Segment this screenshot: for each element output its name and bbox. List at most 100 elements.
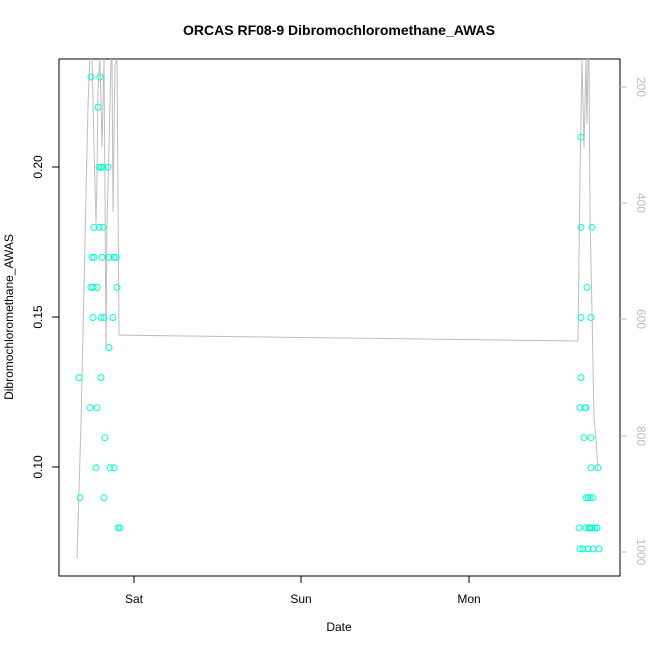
line-segment	[586, 59, 589, 124]
data-point	[116, 524, 124, 532]
data-point	[109, 314, 117, 321]
data-point	[99, 223, 107, 231]
line-segment	[93, 147, 97, 224]
data-point	[76, 494, 84, 502]
data-point	[584, 545, 592, 553]
data-point	[577, 133, 585, 141]
x-tick-label-sun: Sun	[290, 592, 311, 606]
y2-axis: 200 400 600 800 1000	[620, 77, 648, 566]
data-point	[93, 283, 101, 291]
line-segment	[106, 147, 110, 224]
y2-tick-label-200: 200	[634, 77, 648, 97]
data-point	[100, 494, 108, 502]
y2-tick-label-800: 800	[634, 426, 648, 446]
data-point	[582, 494, 590, 502]
data-point	[587, 464, 595, 472]
data-point	[88, 253, 96, 261]
plot-frame	[58, 58, 621, 577]
line-segment	[588, 59, 591, 218]
data-point	[587, 434, 595, 442]
data-point	[593, 524, 601, 532]
line-segment	[595, 440, 599, 471]
data-point	[580, 434, 588, 442]
y-tick-label-0-20: 0.20	[31, 155, 45, 179]
data-point	[94, 103, 102, 111]
data-point	[577, 223, 585, 231]
data-point	[105, 253, 113, 261]
line-segment	[80, 288, 85, 424]
data-point	[110, 464, 118, 472]
data-point	[95, 223, 103, 231]
data-point	[576, 545, 584, 553]
data-point	[587, 314, 595, 321]
line-segment	[83, 194, 87, 289]
line-segment	[116, 59, 120, 336]
data-point	[98, 253, 106, 261]
data-point	[97, 314, 105, 321]
data-point	[582, 404, 590, 412]
data-point	[589, 494, 597, 502]
data-point	[575, 524, 583, 532]
y-tick-label-0-10: 0.10	[31, 455, 45, 479]
y2-tick-label-600: 600	[634, 309, 648, 329]
data-point	[114, 524, 122, 532]
line-segment	[591, 311, 595, 418]
data-point	[591, 524, 599, 532]
y2-tick-label-1000: 1000	[634, 539, 648, 566]
line-segment	[112, 135, 115, 212]
data-point	[584, 494, 592, 502]
data-point-series	[75, 73, 603, 553]
line-segment	[589, 217, 593, 312]
data-point	[594, 464, 602, 472]
data-point	[579, 545, 587, 553]
x-axis-label: Date	[326, 620, 352, 634]
data-point	[87, 73, 95, 81]
line-segment	[579, 59, 583, 177]
data-point	[112, 253, 120, 261]
data-point	[97, 163, 105, 171]
x-tick-label-sat: Sat	[125, 592, 144, 606]
data-point	[583, 283, 591, 291]
line-segment	[108, 59, 112, 148]
data-point	[90, 253, 98, 261]
x-tick-label-mon: Mon	[457, 592, 480, 606]
data-point	[99, 163, 107, 171]
x-axis: Sat Sun Mon Date	[125, 576, 481, 634]
line-segment	[103, 59, 106, 195]
data-point	[89, 314, 97, 321]
data-point	[92, 464, 100, 472]
line-segment	[99, 59, 103, 148]
line-segment	[91, 59, 92, 60]
line-segment	[76, 423, 82, 559]
data-point	[595, 545, 603, 553]
altitude-line-series	[76, 59, 599, 559]
data-point	[89, 283, 97, 291]
data-point	[86, 404, 94, 412]
line-segment	[113, 64, 116, 136]
data-point	[586, 524, 594, 532]
line-segment	[91, 59, 95, 148]
data-point	[93, 404, 101, 412]
chart-title: ORCAS RF08-9 Dibromochloromethane_AWAS	[183, 22, 495, 38]
data-point	[100, 314, 108, 321]
data-point	[75, 374, 83, 382]
data-point	[110, 253, 118, 261]
data-point	[577, 374, 585, 382]
line-segment	[583, 59, 587, 148]
y-axis-label: Dibromochloromethane_AWAS	[2, 234, 16, 400]
data-point	[105, 344, 113, 352]
data-point	[90, 223, 98, 231]
y-tick-label-0-15: 0.15	[31, 305, 45, 329]
data-point	[97, 374, 105, 382]
line-segment	[118, 334, 579, 342]
line-segment	[96, 88, 99, 177]
data-point	[588, 223, 596, 231]
line-segment	[85, 105, 89, 195]
data-point	[113, 283, 121, 291]
y2-tick-label-400: 400	[634, 193, 648, 213]
line-segment	[105, 223, 108, 347]
line-segment	[581, 59, 585, 148]
data-point	[588, 524, 596, 532]
y-axis: 0.10 0.15 0.20 Dibromochloromethane_AWAS	[2, 155, 59, 479]
